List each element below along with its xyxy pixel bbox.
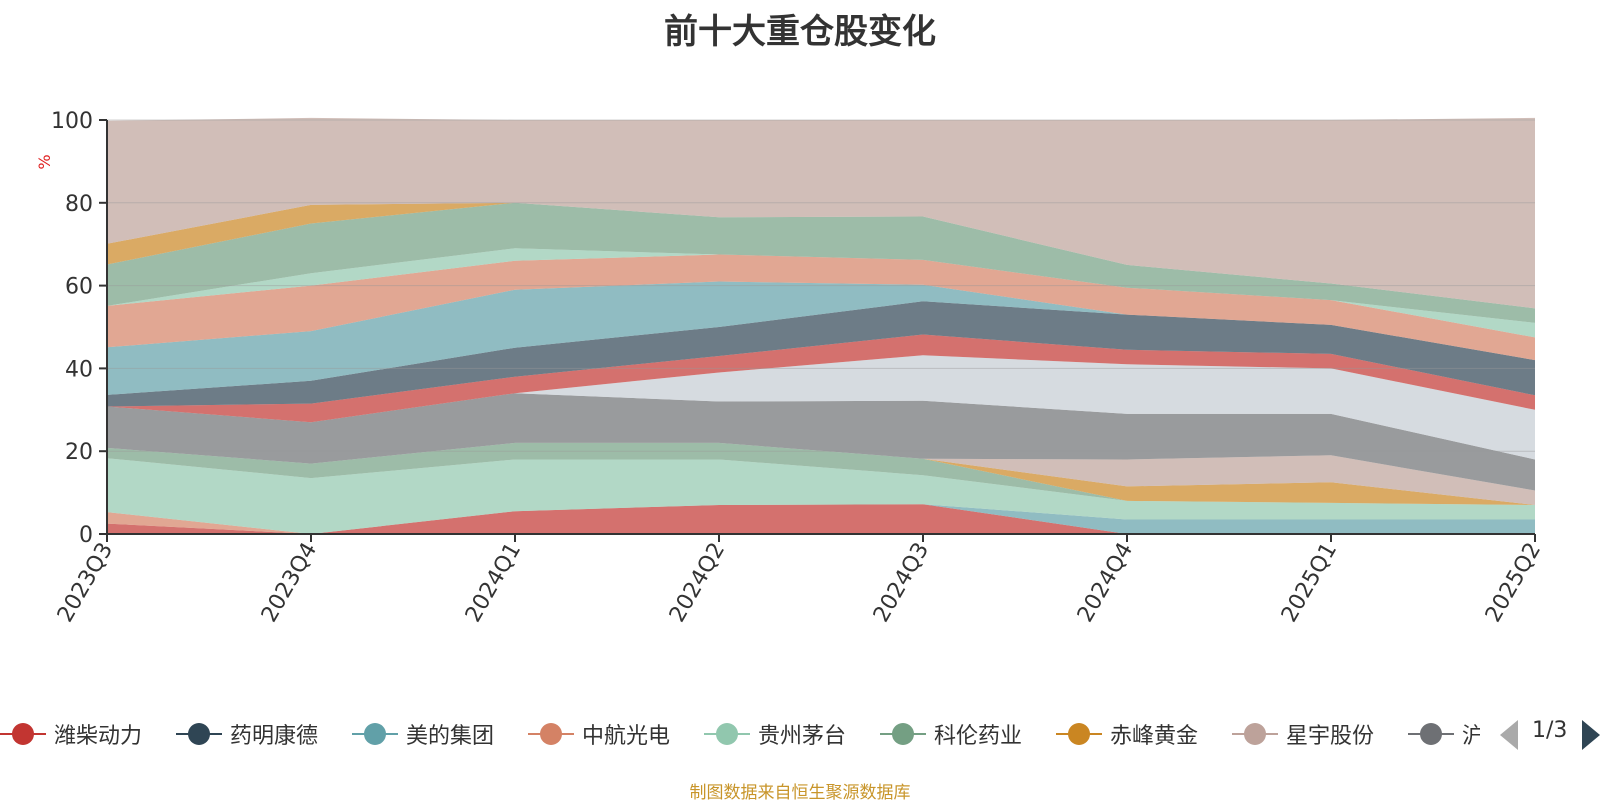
legend-label: 星宇股份 (1286, 724, 1375, 749)
x-tick-label: 2025Q1 (1277, 539, 1342, 627)
x-tick-label: 2023Q3 (53, 539, 118, 627)
legend-label: 潍柴动力 (54, 724, 143, 749)
legend-label: 美的集团 (406, 724, 495, 749)
area-series-9 (107, 393, 1535, 491)
area-series-7 (107, 442, 1535, 505)
legend-label: 沪 (1462, 724, 1480, 749)
legend-marker-icon (528, 721, 574, 747)
x-tick-label: 2025Q2 (1481, 539, 1546, 627)
legend-item[interactable]: 中航光电 (528, 714, 670, 754)
y-tick-label: 0 (79, 523, 93, 548)
legend-marker-icon (1232, 721, 1278, 747)
x-tick-label: 2024Q4 (1073, 539, 1138, 627)
axes (99, 119, 1536, 542)
area-series-group (107, 117, 1535, 534)
area-series-18 (107, 117, 1535, 309)
area-series-12 (107, 301, 1535, 407)
y-tick-label: 80 (65, 192, 93, 217)
area-series-3 (107, 504, 1535, 534)
legend-item[interactable]: 药明康德 (176, 714, 318, 754)
legend-pager: 1/3 (1500, 716, 1600, 752)
area-series-6 (107, 442, 1535, 505)
source-note: 制图数据来自恒生聚源数据库 (689, 783, 911, 803)
x-tick-label: 2023Q4 (257, 539, 322, 627)
legend-page-indicator: 1/3 (1532, 718, 1568, 743)
legend: 潍柴动力 药明康德 美的集团 中航光电 贵州茅台 科伦药业 赤峰黄金 星宇股份 沪 (0, 714, 1480, 754)
legend-marker-icon (1408, 721, 1454, 747)
legend-label: 贵州茅台 (758, 724, 847, 749)
legend-label: 科伦药业 (934, 724, 1023, 749)
chart-title: 前十大重仓股变化 (664, 12, 936, 52)
area-series-10 (107, 355, 1535, 460)
legend-item[interactable]: 美的集团 (352, 714, 494, 754)
area-series-14 (107, 254, 1535, 361)
legend-label: 赤峰黄金 (1110, 724, 1199, 749)
area-series-11 (107, 334, 1535, 423)
y-axis-unit-label: % (35, 154, 54, 169)
x-tick-label: 2024Q1 (461, 539, 526, 627)
x-tick-label: 2024Q2 (665, 539, 730, 627)
legend-item[interactable]: 沪 (1408, 714, 1480, 754)
y-tick-label: 40 (65, 357, 93, 382)
legend-label: 药明康德 (230, 724, 319, 749)
legend-item[interactable]: 贵州茅台 (704, 714, 846, 754)
area-series-1 (107, 504, 1535, 534)
x-tick-labels: 2023Q3 2023Q4 2024Q1 2024Q2 2024Q3 2024Q4 2025… (53, 539, 1546, 627)
legend-marker-icon (352, 721, 398, 747)
y-tick-label: 20 (65, 440, 93, 465)
legend-next-page-button[interactable] (1582, 720, 1600, 750)
legend-marker-icon (1056, 721, 1102, 747)
area-series-5 (107, 458, 1535, 534)
x-tick-label: 2024Q3 (869, 539, 934, 627)
area-series-16 (107, 202, 1535, 323)
grid-lines (107, 119, 1535, 452)
area-series-8 (107, 442, 1535, 505)
area-series-13 (107, 281, 1535, 395)
y-tick-label: 60 (65, 275, 93, 300)
y-tick-label: 100 (51, 109, 93, 134)
legend-item[interactable]: 星宇股份 (1232, 714, 1374, 754)
legend-item[interactable]: 潍柴动力 (0, 714, 142, 754)
legend-marker-icon (0, 721, 46, 747)
legend-marker-icon (704, 721, 750, 747)
legend-item[interactable]: 赤峰黄金 (1056, 714, 1198, 754)
legend-marker-icon (176, 721, 222, 747)
legend-marker-icon (880, 721, 926, 747)
legend-label: 中航光电 (582, 724, 671, 749)
legend-item[interactable]: 科伦药业 (880, 714, 1022, 754)
legend-prev-page-button[interactable] (1500, 720, 1518, 750)
y-tick-labels: 0 20 40 60 80 100 (51, 109, 93, 548)
